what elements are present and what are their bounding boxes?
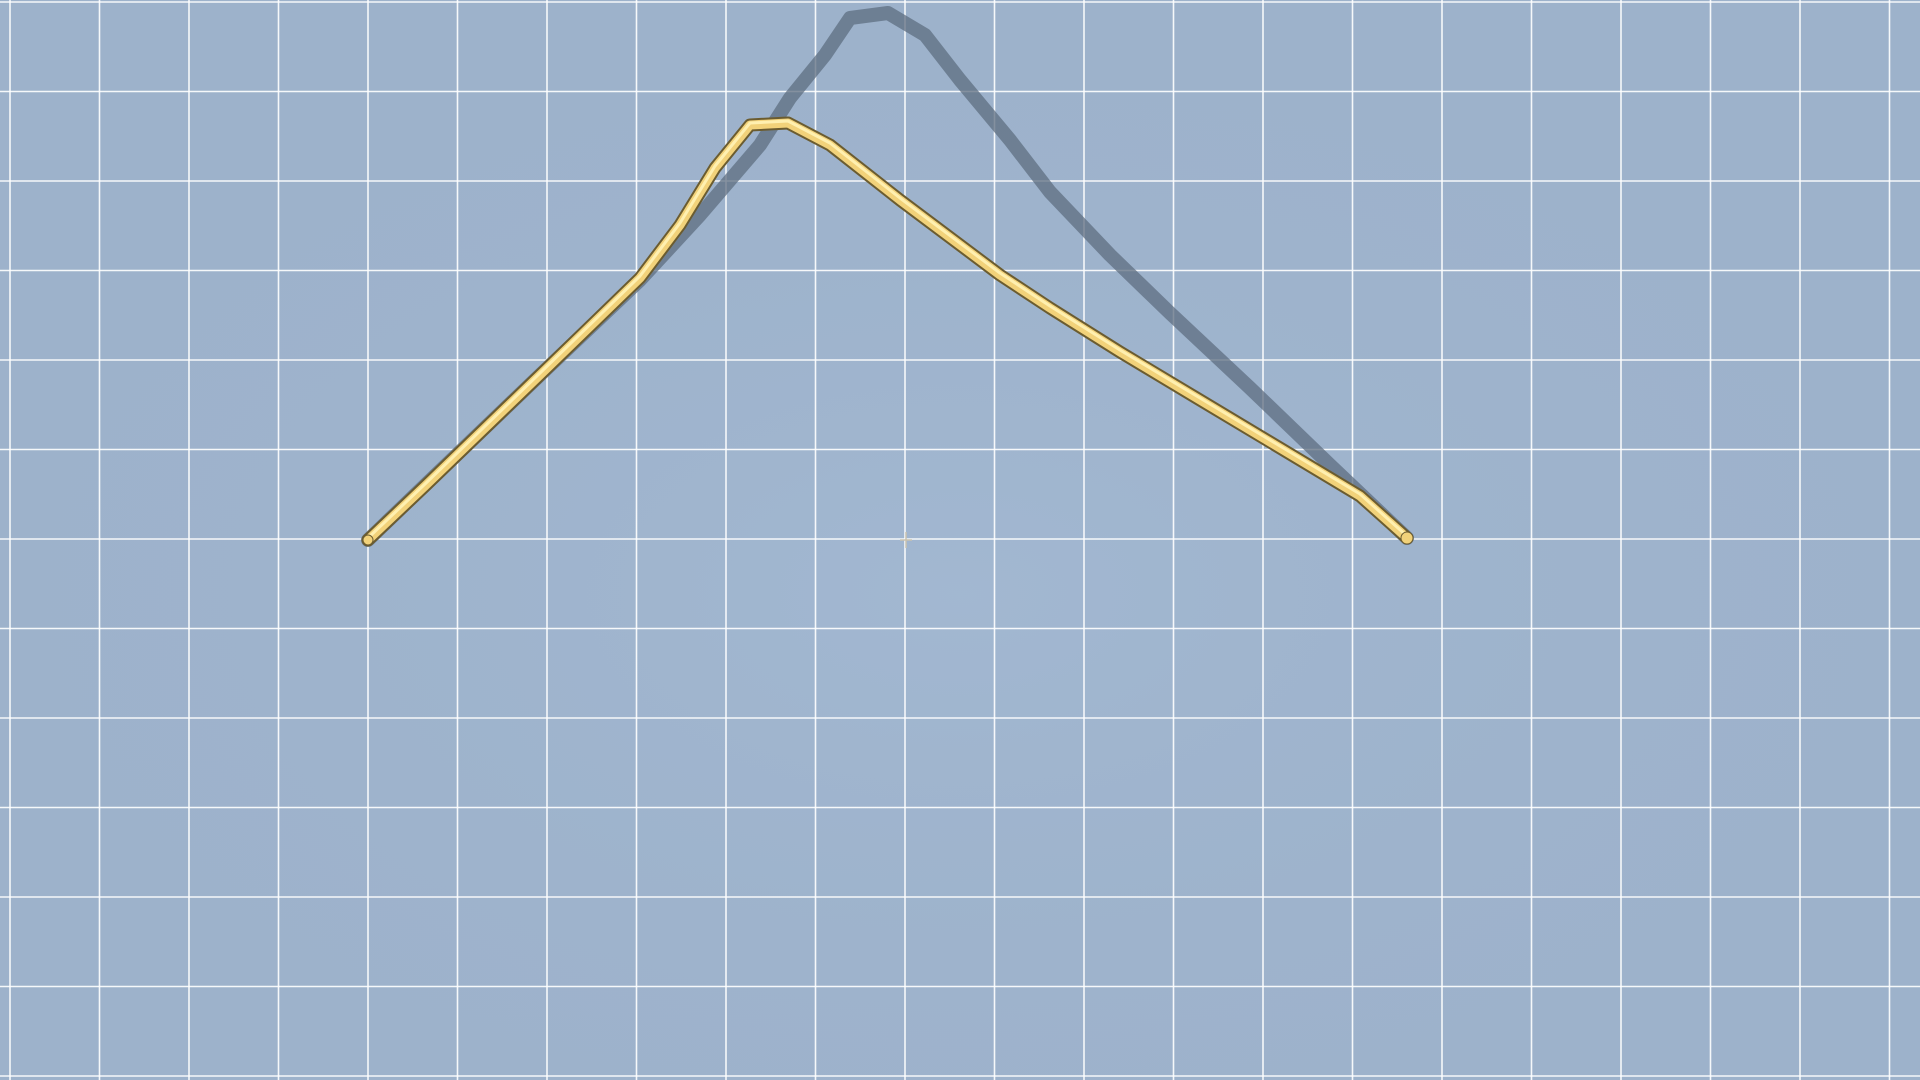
- bent-wire[interactable]: [361, 116, 1414, 547]
- wire-end-left[interactable]: [362, 534, 374, 546]
- crosshair-cursor-icon: [900, 532, 912, 548]
- bent-wire-highlight: [366, 119, 1409, 540]
- wire-end-right[interactable]: [1400, 531, 1414, 545]
